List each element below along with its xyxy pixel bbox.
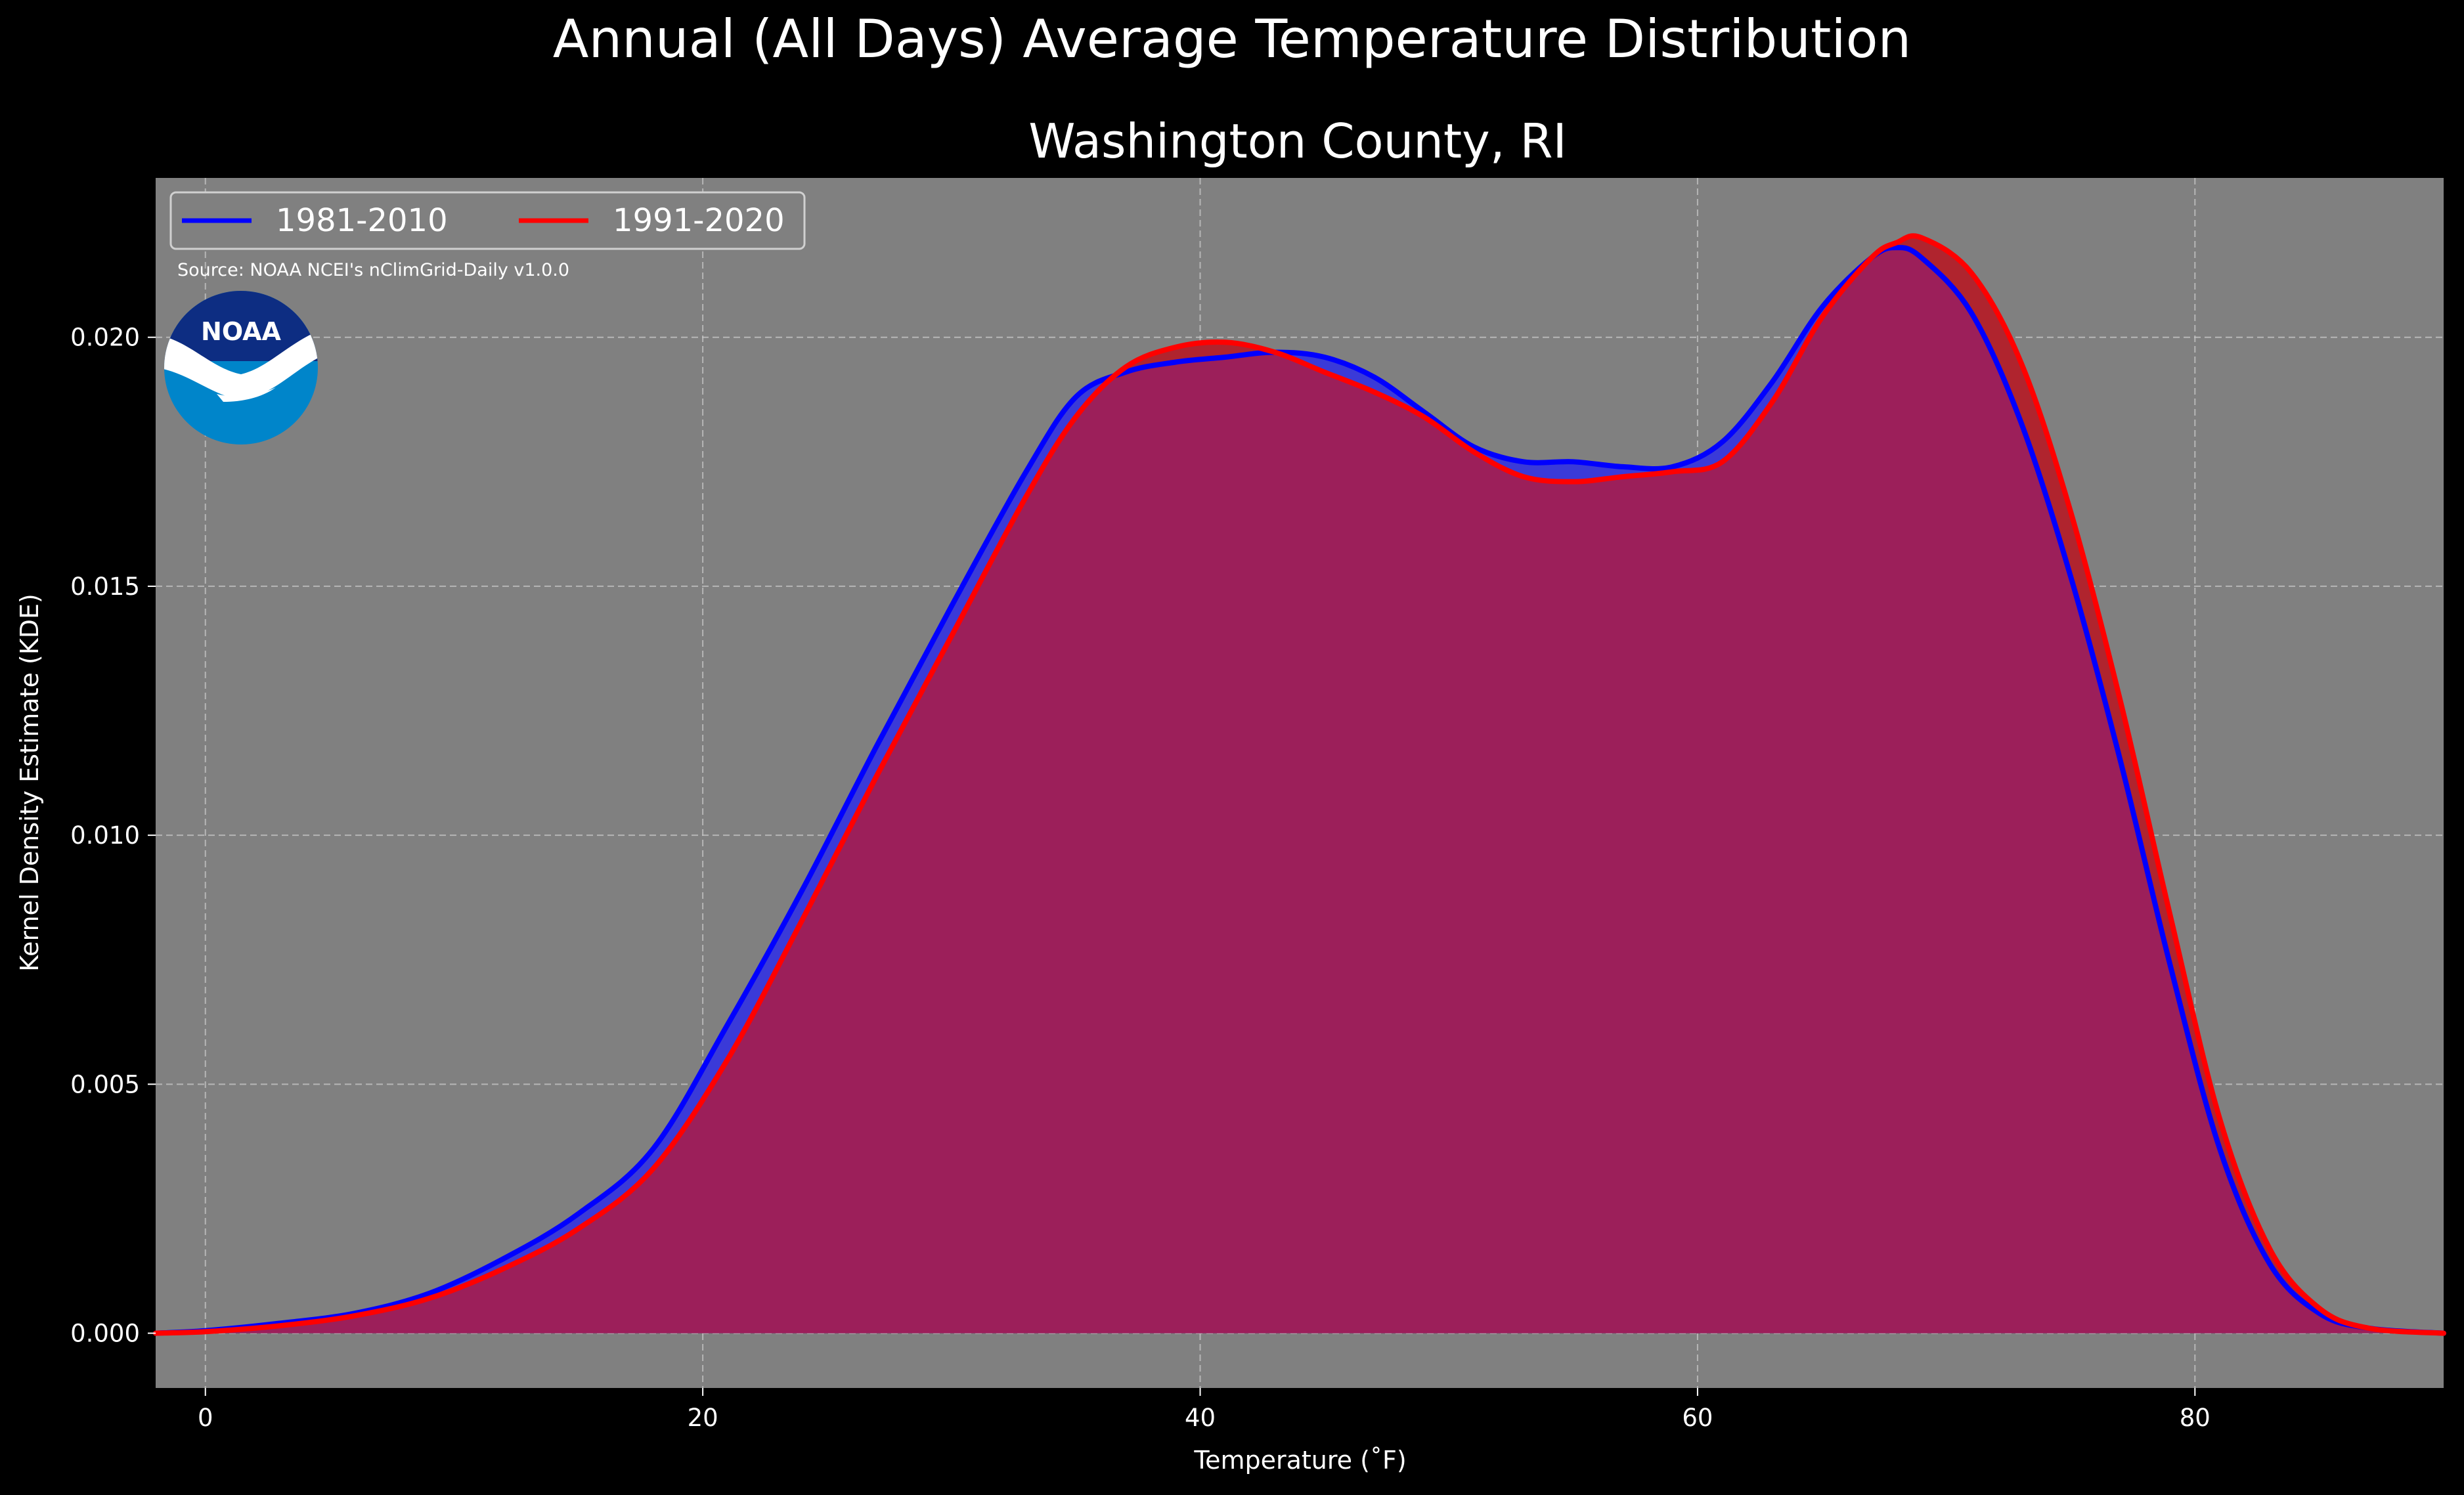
source-note: Source: NOAA NCEI's nClimGrid-Daily v1.0…	[177, 260, 569, 280]
y-tick-label: 0.010	[70, 821, 140, 850]
x-tick-label: 40	[1185, 1404, 1216, 1432]
density-overlap-fill	[156, 248, 2444, 1333]
legend: 1981-2010 1991-2020	[169, 191, 806, 250]
x-axis-ticks: 0 20 40 60 80	[198, 1388, 2211, 1432]
y-tick-label: 0.005	[70, 1070, 140, 1098]
y-axis-ticks: 0.000 0.005 0.010 0.015 0.020	[70, 324, 156, 1348]
chart-title: Annual (All Days) Average Temperature Di…	[553, 9, 1911, 70]
x-axis-label: Temperature (˚F)	[1193, 1446, 1406, 1475]
y-tick-label: 0.000	[70, 1320, 140, 1348]
density-lines	[153, 233, 2446, 1336]
y-tick-label: 0.015	[70, 573, 140, 601]
chart-subtitle: Washington County, RI	[1028, 114, 1566, 169]
density-line-1991-2020	[153, 233, 2446, 1336]
noaa-logo-text: NOAA	[201, 317, 281, 346]
x-tick-label: 60	[1682, 1404, 1713, 1432]
legend-box	[169, 191, 806, 250]
x-tick-label: 80	[2180, 1404, 2211, 1432]
legend-label-1991-2020: 1991-2020	[613, 202, 785, 239]
x-tick-label: 20	[688, 1404, 718, 1432]
y-tick-label: 0.020	[70, 324, 140, 352]
y-axis-label: Kernel Density Estimate (KDE)	[15, 594, 44, 972]
noaa-logo: NOAA	[164, 291, 318, 444]
x-tick-label: 0	[198, 1404, 213, 1432]
density-fills	[156, 236, 2444, 1333]
legend-label-1981-2010: 1981-2010	[276, 202, 448, 239]
density-line-1981-2010	[153, 245, 2446, 1336]
